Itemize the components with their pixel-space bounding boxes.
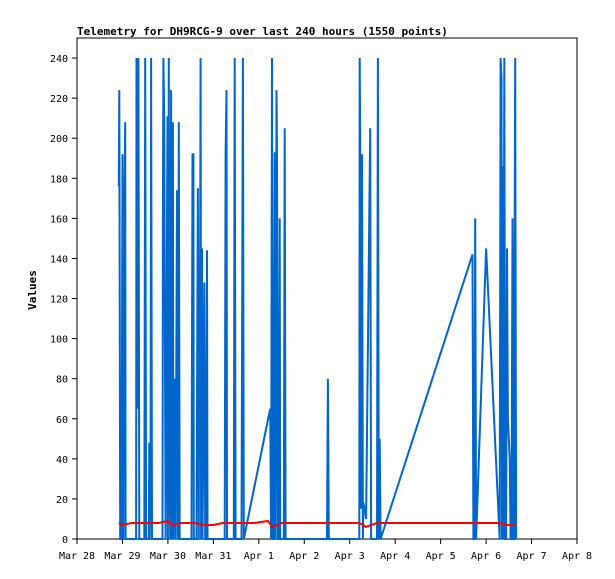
series-layer — [117, 57, 518, 540]
x-tick-label: Apr 3 — [335, 551, 365, 562]
x-tick-label: Mar 28 — [59, 551, 95, 562]
y-tick-label: 180 — [50, 174, 68, 185]
y-axis-ticks: 0 20 40 60 80 100 120 140 160 180 200 220 240 — [50, 54, 77, 546]
y-tick-label: 200 — [50, 134, 68, 145]
y-tick-label: 40 — [56, 455, 68, 466]
x-tick-label: Mar 31 — [195, 551, 231, 562]
series-line-2 — [118, 519, 517, 529]
x-tick-label: Apr 6 — [471, 551, 501, 562]
y-tick-label: 100 — [50, 335, 68, 346]
x-tick-label: Apr 4 — [380, 551, 410, 562]
y-tick-label: 220 — [50, 94, 68, 105]
x-tick-label: Apr 7 — [516, 551, 546, 562]
y-tick-label: 120 — [50, 295, 68, 306]
x-tick-label: Mar 30 — [150, 551, 186, 562]
x-tick-label: Apr 5 — [426, 551, 456, 562]
y-tick-label: 60 — [56, 415, 68, 426]
x-axis-ticks: Mar 28 Mar 29 Mar 30 Mar 31 Apr 1 Apr 2 Apr 3 A… — [59, 539, 592, 562]
y-tick-label: 0 — [62, 535, 68, 546]
series-line-1 — [117, 57, 518, 540]
y-tick-label: 240 — [50, 54, 68, 65]
x-tick-label: Mar 29 — [104, 551, 140, 562]
x-tick-label: Apr 8 — [562, 551, 592, 562]
y-tick-label: 160 — [50, 214, 68, 225]
y-tick-label: 80 — [56, 375, 68, 386]
y-axis-label: Values — [26, 270, 39, 310]
chart-title: Telemetry for DH9RCG-9 over last 240 hou… — [77, 25, 448, 38]
y-tick-label: 140 — [50, 254, 68, 265]
x-tick-label: Apr 2 — [289, 551, 319, 562]
x-tick-label: Apr 1 — [244, 551, 274, 562]
y-tick-label: 20 — [56, 495, 68, 506]
